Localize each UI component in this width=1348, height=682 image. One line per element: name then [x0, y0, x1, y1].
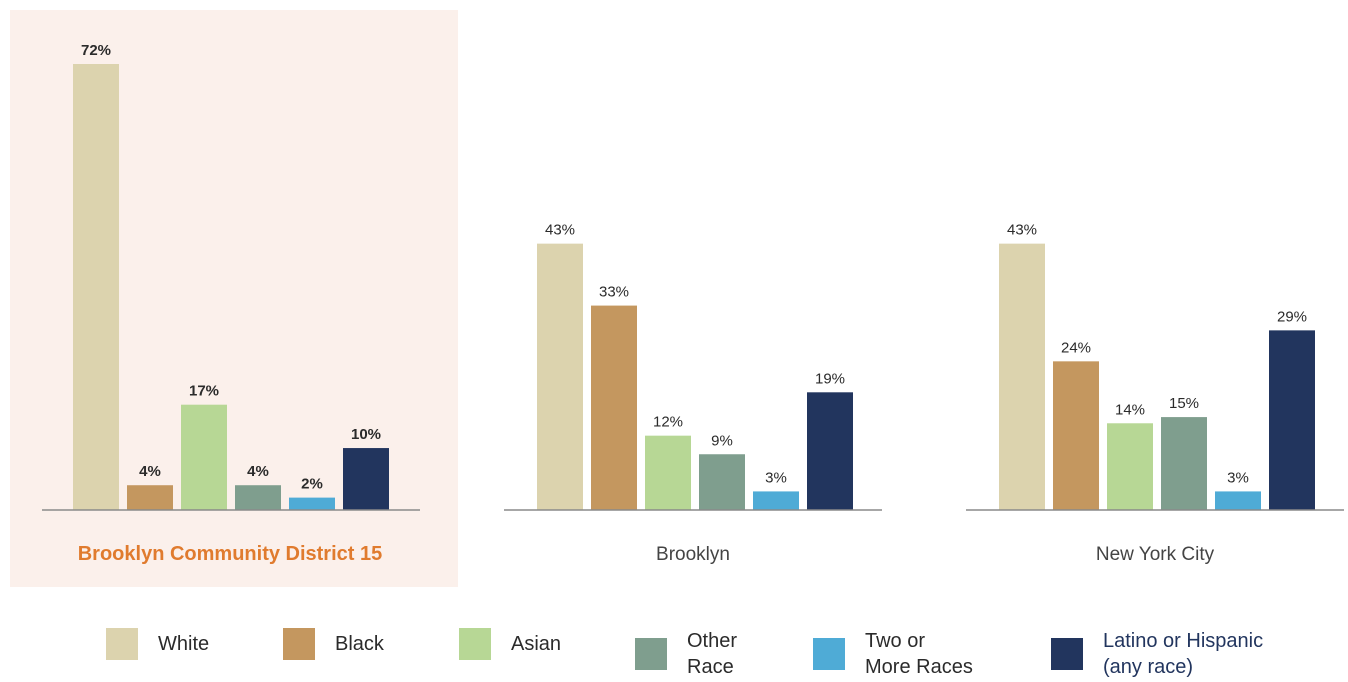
data-label-new-york-city-black: 24% — [1061, 339, 1091, 356]
data-label-new-york-city-other-race: 15% — [1169, 395, 1199, 412]
legend-swatch-asian — [459, 628, 491, 660]
bar-brooklyn-community-district-15-latino-or-hispanic-any-race — [343, 448, 389, 510]
bar-brooklyn-community-district-15-two-or-more-races — [289, 497, 335, 510]
legend-label-latino: Latino or Hispanic (any race) — [1103, 630, 1264, 678]
data-label-brooklyn-white: 43% — [545, 222, 575, 239]
legend-swatch-other-race — [635, 638, 667, 670]
bar-brooklyn-asian — [645, 435, 691, 510]
panel-title-brooklyn-community-district-15: Brooklyn Community District 15 — [78, 543, 383, 565]
bar-brooklyn-community-district-15-white — [73, 64, 119, 510]
legend-item-other-race: Other Race — [635, 628, 737, 680]
bar-brooklyn-community-district-15-other-race — [235, 485, 281, 510]
data-label-brooklyn-community-district-15-white: 72% — [81, 42, 111, 59]
panel-title-new-york-city: New York City — [1096, 544, 1215, 565]
data-label-brooklyn-two-or-more-races: 3% — [765, 469, 787, 486]
legend-swatch-two-or-more — [813, 638, 845, 670]
bar-brooklyn-community-district-15-asian — [181, 404, 227, 510]
bar-brooklyn-community-district-15-black — [127, 485, 173, 510]
bar-new-york-city-other-race — [1161, 417, 1207, 510]
legend-item-latino: Latino or Hispanic (any race) — [1051, 628, 1263, 680]
data-label-brooklyn-black: 33% — [599, 284, 629, 301]
bar-new-york-city-asian — [1107, 423, 1153, 510]
data-label-new-york-city-asian: 14% — [1115, 401, 1145, 418]
data-label-new-york-city-two-or-more-races: 3% — [1227, 469, 1249, 486]
legend-swatch-white — [106, 628, 138, 660]
bar-new-york-city-black — [1053, 361, 1099, 510]
legend: White Black Asian Other Race Two or More… — [0, 628, 1348, 682]
legend-item-white: White — [106, 628, 209, 660]
data-label-brooklyn-community-district-15-black: 4% — [139, 463, 161, 480]
bar-new-york-city-white — [999, 243, 1045, 510]
data-label-brooklyn-community-district-15-latino-or-hispanic-any-race: 10% — [351, 426, 381, 443]
bar-chart: 72% 4% 17% 4% 2% 10% Brooklyn Community Distri… — [10, 10, 1344, 587]
legend-label-white: White — [158, 633, 210, 655]
bar-new-york-city-two-or-more-races — [1215, 491, 1261, 510]
legend-item-black: Black — [283, 628, 384, 660]
legend-item-asian: Asian — [459, 628, 561, 660]
data-label-new-york-city-white: 43% — [1007, 222, 1037, 239]
legend-label-other-race: Other Race — [687, 630, 738, 678]
legend-item-two-or-more: Two or More Races — [813, 628, 973, 680]
bar-brooklyn-two-or-more-races — [753, 491, 799, 510]
data-label-brooklyn-latino-or-hispanic-any-race: 19% — [815, 370, 845, 387]
legend-swatch-latino — [1051, 638, 1083, 670]
legend-label-asian: Asian — [511, 633, 562, 655]
bar-brooklyn-other-race — [699, 454, 745, 510]
panel-title-brooklyn: Brooklyn — [656, 544, 730, 565]
data-label-new-york-city-latino-or-hispanic-any-race: 29% — [1277, 308, 1307, 325]
data-label-brooklyn-community-district-15-asian: 17% — [189, 383, 219, 400]
bar-brooklyn-latino-or-hispanic-any-race — [807, 392, 853, 510]
legend-label-black: Black — [335, 633, 384, 655]
data-label-brooklyn-other-race: 9% — [711, 432, 733, 449]
data-label-brooklyn-community-district-15-other-race: 4% — [247, 463, 269, 480]
bar-new-york-city-latino-or-hispanic-any-race — [1269, 330, 1315, 510]
legend-label-two-or-more: Two or More Races — [865, 630, 973, 678]
bar-brooklyn-white — [537, 243, 583, 510]
data-label-brooklyn-community-district-15-two-or-more-races: 2% — [301, 476, 323, 493]
bar-brooklyn-black — [591, 305, 637, 510]
data-label-brooklyn-asian: 12% — [653, 414, 683, 431]
legend-swatch-black — [283, 628, 315, 660]
